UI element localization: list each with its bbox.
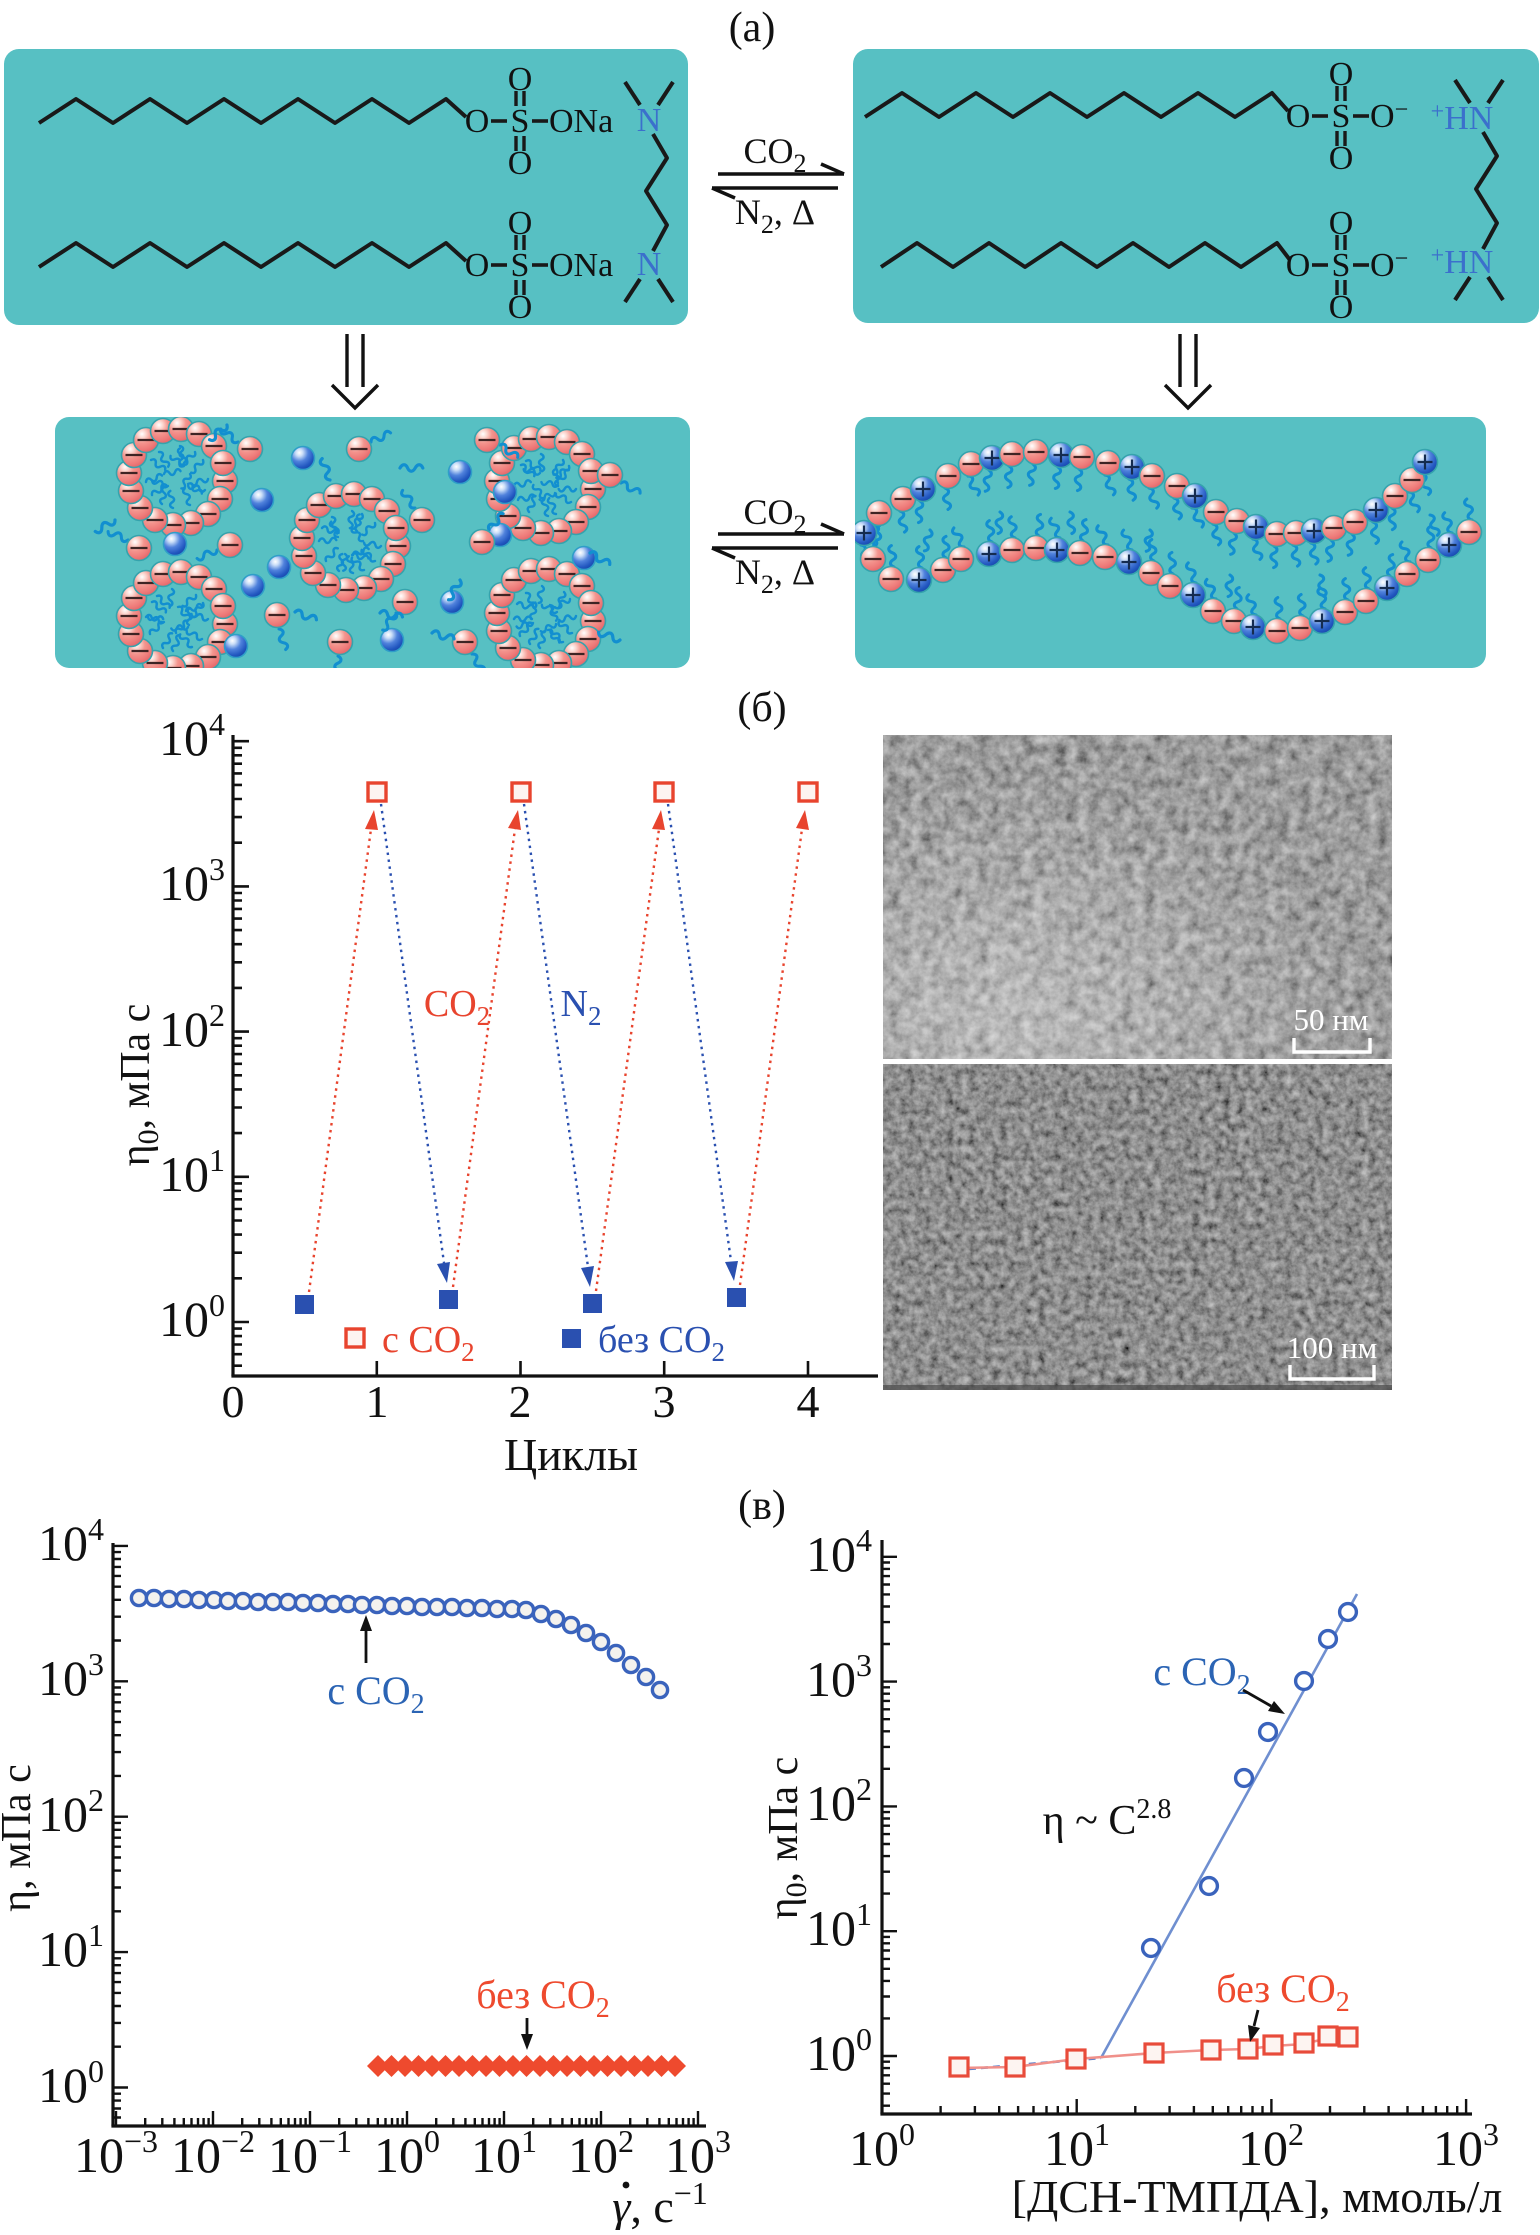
svg-text:103: 103 (806, 1647, 872, 1707)
svg-text:O: O (508, 145, 533, 182)
svg-text:ONa: ONa (549, 103, 613, 140)
svg-text:100: 100 (806, 2021, 872, 2081)
svg-text:4: 4 (797, 1376, 820, 1427)
svg-text:S: S (1332, 98, 1351, 135)
svg-text:101: 101 (38, 1917, 104, 1977)
svg-text:CO2: CO2 (424, 983, 490, 1031)
svg-text:с CO2: с CO2 (1153, 1649, 1250, 1701)
svg-text:101: 101 (806, 1896, 872, 1956)
svg-text:η0, мПа с: η0, мПа с (113, 1004, 165, 1167)
svg-text:O: O (1286, 247, 1311, 284)
svg-text:100 нм: 100 нм (1287, 1330, 1377, 1365)
svg-text:N2: N2 (561, 983, 602, 1031)
svg-text:104: 104 (806, 1522, 872, 1582)
svg-text:101: 101 (1044, 2116, 1110, 2176)
svg-text:(в): (в) (738, 1483, 786, 1529)
svg-text:без CO2: без CO2 (598, 1319, 725, 1367)
svg-text:O: O (1329, 56, 1354, 93)
svg-text:N2, Δ: N2, Δ (735, 192, 815, 239)
svg-text:100: 100 (38, 2053, 104, 2113)
svg-text:102: 102 (568, 2123, 634, 2183)
svg-text:102: 102 (806, 1771, 872, 1831)
svg-text:100: 100 (374, 2123, 440, 2183)
svg-text:O: O (1329, 289, 1354, 326)
svg-text:без CO2: без CO2 (1216, 1966, 1349, 2018)
svg-text:O: O (465, 103, 490, 140)
svg-text:103: 103 (665, 2123, 731, 2183)
svg-text:[ДСН-ТМПДА], ммоль/л: [ДСН-ТМПДА], ммоль/л (1012, 2171, 1503, 2222)
svg-text:102: 102 (159, 997, 225, 1057)
svg-text:10−2: 10−2 (171, 2123, 255, 2183)
svg-text:N: N (637, 102, 662, 139)
svg-text:100: 100 (159, 1287, 225, 1347)
svg-text:103: 103 (1433, 2116, 1499, 2176)
svg-text:103: 103 (38, 1646, 104, 1706)
svg-text:(a): (a) (729, 5, 776, 51)
svg-text:+HN: +HN (1431, 243, 1494, 281)
svg-text:104: 104 (38, 1511, 104, 1571)
svg-text:+HN: +HN (1431, 99, 1494, 137)
svg-text:10−3: 10−3 (74, 2123, 158, 2183)
svg-text:с CO2: с CO2 (327, 1668, 424, 1720)
svg-text:N: N (637, 246, 662, 283)
svg-text:101: 101 (159, 1142, 225, 1202)
svg-text:CO2: CO2 (743, 492, 806, 539)
svg-text:S: S (511, 103, 530, 140)
svg-text:Циклы: Циклы (504, 1429, 638, 1480)
svg-text:O: O (508, 61, 533, 98)
svg-text:CO2: CO2 (743, 131, 806, 178)
svg-text:N2, Δ: N2, Δ (735, 552, 815, 599)
svg-text:O: O (1286, 98, 1311, 135)
svg-text:O: O (508, 205, 533, 242)
svg-text:50 нм: 50 нм (1294, 1002, 1369, 1037)
svg-text:S: S (1332, 247, 1351, 284)
svg-text:102: 102 (38, 1782, 104, 1842)
svg-text:101: 101 (471, 2123, 537, 2183)
svg-text:с CO2: с CO2 (382, 1319, 475, 1367)
svg-text:1: 1 (366, 1376, 389, 1427)
svg-text:3: 3 (653, 1376, 676, 1427)
svg-text:ONa: ONa (549, 247, 613, 284)
svg-text:η0, мПа с: η0, мПа с (761, 1757, 813, 1920)
svg-text:O: O (1329, 140, 1354, 177)
svg-text:O: O (1329, 205, 1354, 242)
svg-text:10−1: 10−1 (268, 2123, 352, 2183)
svg-text:100: 100 (849, 2116, 915, 2176)
svg-text:2: 2 (509, 1376, 532, 1427)
svg-text:без CO2: без CO2 (476, 1972, 609, 2024)
svg-text:0: 0 (222, 1376, 245, 1427)
svg-text:104: 104 (159, 706, 225, 766)
svg-text:103: 103 (159, 851, 225, 911)
svg-text:(б): (б) (737, 685, 786, 731)
svg-text:S: S (511, 247, 530, 284)
svg-text:η, мПа с: η, мПа с (0, 1764, 40, 1912)
svg-text:O: O (465, 247, 490, 284)
svg-text:102: 102 (1238, 2116, 1304, 2176)
svg-text:O: O (508, 289, 533, 326)
svg-text:η ~ C2.8: η ~ C2.8 (1043, 1794, 1172, 1844)
